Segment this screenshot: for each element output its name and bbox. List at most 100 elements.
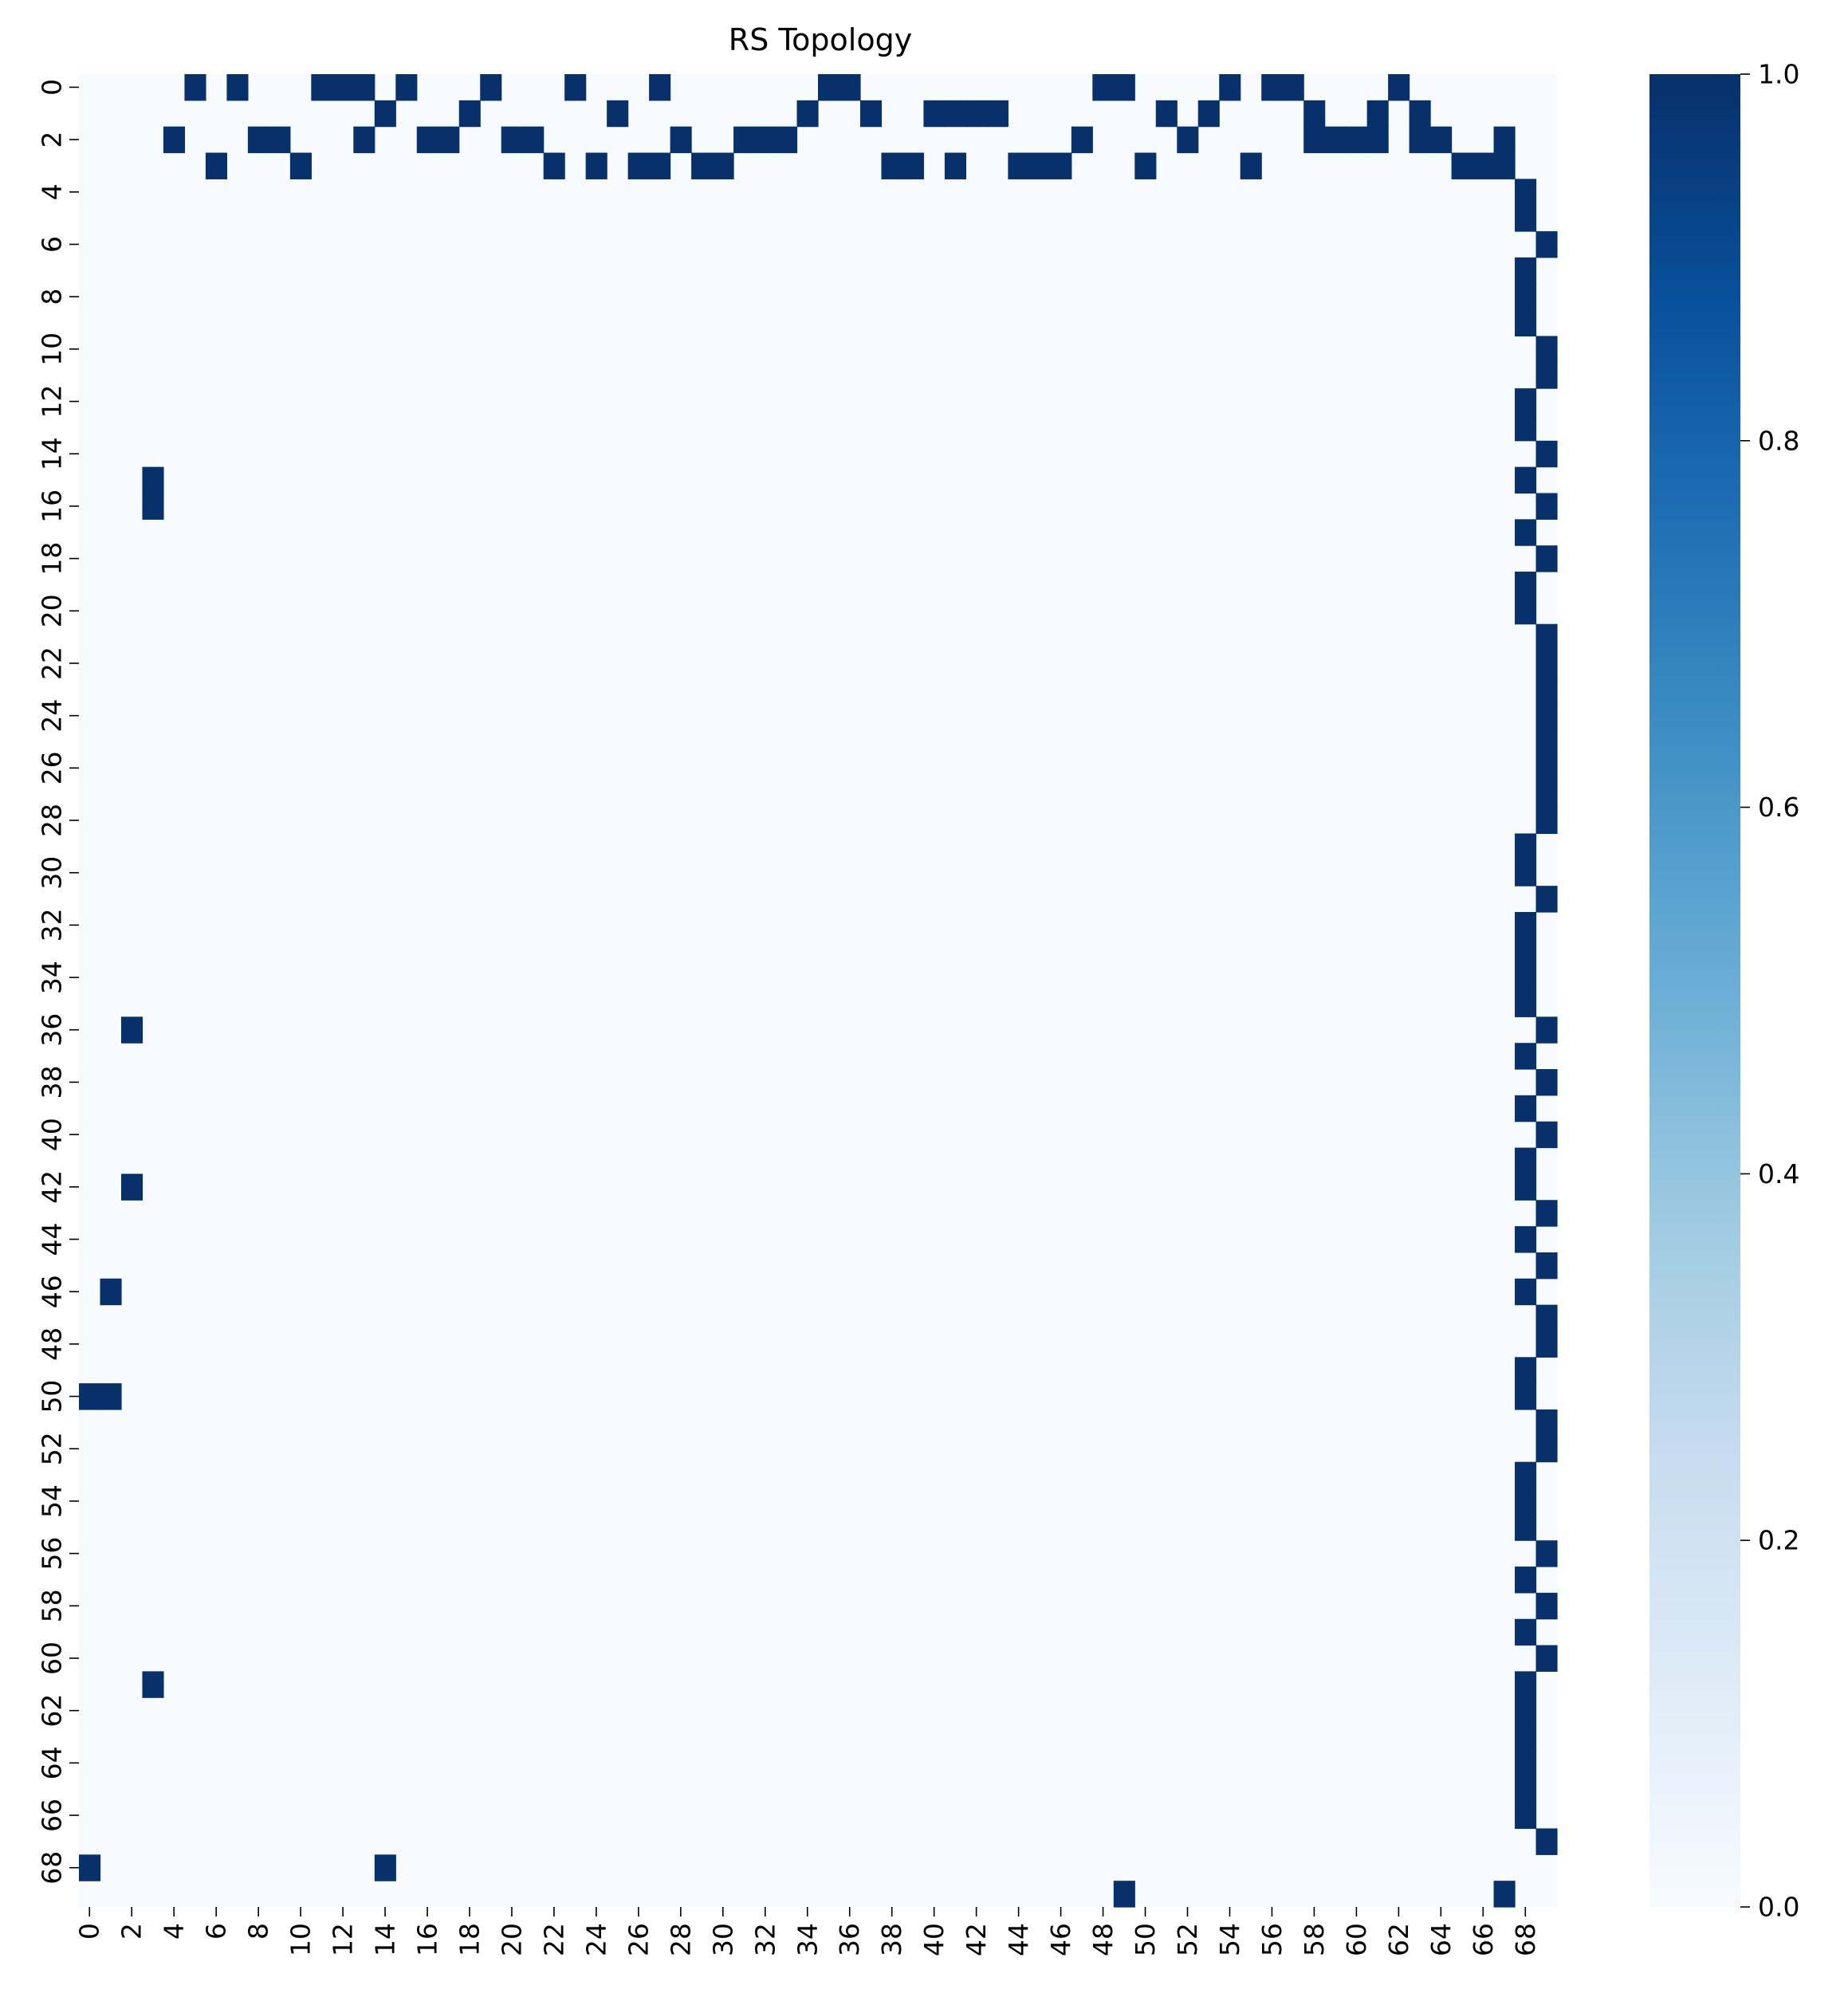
heatmap-cell-34-68 <box>1515 964 1537 992</box>
heatmap-cell-0-56 <box>1261 74 1284 101</box>
y-tick-label-62: 62 <box>37 1694 68 1728</box>
heatmap-cell-8-68 <box>1515 283 1537 311</box>
y-tick-label-34: 34 <box>37 961 68 994</box>
heatmap-cell-9-68 <box>1515 309 1537 337</box>
heatmap-cell-3-45 <box>1028 152 1051 179</box>
heatmap-cell-0-27 <box>649 74 671 101</box>
colorbar-tick-label-0.0: 0.0 <box>1758 1892 1799 1923</box>
heatmap-cell-16-3 <box>142 493 164 520</box>
x-tick-label-0: 0 <box>74 1923 105 1940</box>
heatmap-cell-3-6 <box>205 152 227 179</box>
x-tick-label-60: 60 <box>1341 1923 1372 1956</box>
y-tick-label-52: 52 <box>37 1432 68 1465</box>
heatmap-cell-0-36 <box>839 74 861 101</box>
heatmap-cell-16-69 <box>1535 493 1558 520</box>
x-tick-label-48: 48 <box>1087 1923 1119 1956</box>
heatmap-cell-0-54 <box>1219 74 1241 101</box>
heatmap-cell-64-68 <box>1515 1749 1537 1777</box>
y-tick-label-50: 50 <box>37 1380 68 1413</box>
heatmap-cell-35-68 <box>1515 990 1537 1017</box>
x-tick-label-64: 64 <box>1425 1923 1457 1956</box>
heatmap-cell-2-31 <box>733 126 756 154</box>
heatmap-cell-36-2 <box>120 1016 144 1044</box>
heatmap-cell-0-62 <box>1388 74 1410 101</box>
heatmap-cell-61-3 <box>142 1671 164 1698</box>
x-tick-label-2: 2 <box>116 1923 147 1940</box>
heatmap-cell-21-69 <box>1535 623 1558 651</box>
heatmap-cell-52-69 <box>1535 1435 1558 1463</box>
heatmap-cell-3-39 <box>902 152 925 179</box>
heatmap-cell-2-61 <box>1366 126 1389 154</box>
heatmap-cell-1-42 <box>965 100 988 128</box>
heatmap-cell-3-50 <box>1134 152 1157 179</box>
heatmap-cell-0-35 <box>818 74 840 101</box>
heatmap-cell-61-68 <box>1515 1671 1537 1698</box>
x-tick-label-18: 18 <box>454 1923 485 1956</box>
heatmap-cell-2-33 <box>776 126 798 154</box>
colorbar-tick-label-1.0: 1.0 <box>1758 59 1799 90</box>
x-tick-label-58: 58 <box>1299 1923 1330 1956</box>
x-tick-label-4: 4 <box>159 1923 190 1940</box>
heatmap-cell-63-68 <box>1515 1724 1537 1751</box>
heatmap-cell-67-69 <box>1535 1828 1558 1855</box>
heatmap-cell-0-7 <box>226 74 249 101</box>
heatmap-cell-42-68 <box>1515 1174 1537 1201</box>
x-tick-label-34: 34 <box>792 1923 823 1956</box>
heatmap-cell-69-67 <box>1493 1881 1516 1908</box>
heatmap-cell-11-69 <box>1535 362 1558 389</box>
chart-title: RS Topology <box>729 22 912 57</box>
heatmap-cell-19-68 <box>1515 572 1537 599</box>
heatmap-cell-2-13 <box>353 126 375 154</box>
y-axis: 0246810121416182022242628303234363840424… <box>37 79 79 1885</box>
heatmap-cell-27-69 <box>1535 780 1558 808</box>
x-tick-label-42: 42 <box>961 1923 992 1956</box>
x-tick-label-8: 8 <box>243 1923 274 1940</box>
heatmap-cell-60-69 <box>1535 1645 1558 1673</box>
heatmap-cell-13-68 <box>1515 414 1537 442</box>
heatmap-cell-1-40 <box>923 100 946 128</box>
heatmap-cell-3-65 <box>1451 152 1473 179</box>
y-tick-label-54: 54 <box>37 1484 68 1518</box>
heatmap-cell-1-37 <box>859 100 883 128</box>
x-tick-label-68: 68 <box>1510 1923 1541 1956</box>
heatmap-cell-1-58 <box>1303 100 1326 128</box>
x-tick-label-46: 46 <box>1045 1923 1076 1956</box>
heatmap-cell-10-69 <box>1535 336 1558 363</box>
heatmap-cell-33-68 <box>1515 938 1537 965</box>
heatmap-area <box>79 74 1558 1908</box>
heatmap-cell-4-68 <box>1515 179 1537 206</box>
heatmap-cell-5-68 <box>1515 205 1537 232</box>
heatmap-cell-66-68 <box>1515 1802 1537 1830</box>
colorbar-gradient <box>1649 74 1740 1907</box>
heatmap-cell-46-68 <box>1515 1278 1537 1306</box>
x-tick-label-36: 36 <box>834 1923 865 1956</box>
heatmap-cell-1-43 <box>986 100 1009 128</box>
y-tick-label-16: 16 <box>37 489 68 523</box>
heatmap-cell-24-69 <box>1535 702 1558 729</box>
y-tick-label-28: 28 <box>37 804 68 837</box>
heatmap-cell-0-23 <box>564 74 587 101</box>
y-tick-label-40: 40 <box>37 1118 68 1151</box>
heatmap-cell-6-69 <box>1535 231 1558 258</box>
heatmap-cell-45-69 <box>1535 1252 1558 1280</box>
y-tick-label-36: 36 <box>37 1013 68 1047</box>
heatmap-cell-0-49 <box>1113 74 1135 101</box>
y-tick-label-58: 58 <box>37 1589 68 1622</box>
heatmap-cell-68-0 <box>79 1854 101 1881</box>
y-tick-label-32: 32 <box>37 908 68 942</box>
heatmap-cell-2-59 <box>1324 126 1347 154</box>
x-tick-label-14: 14 <box>370 1923 401 1956</box>
y-tick-label-24: 24 <box>37 699 68 733</box>
heatmap-cell-3-27 <box>649 152 671 179</box>
heatmap-cell-2-8 <box>247 126 269 154</box>
y-tick-label-0: 0 <box>37 79 68 96</box>
heatmap-cell-25-69 <box>1535 729 1558 756</box>
heatmap-cell-31-69 <box>1535 886 1558 913</box>
x-tick-label-44: 44 <box>1003 1923 1034 1956</box>
y-tick-label-18: 18 <box>37 542 68 576</box>
heatmap-cell-2-9 <box>269 126 291 154</box>
heatmap-cell-2-16 <box>416 126 438 154</box>
heatmap-cell-50-68 <box>1515 1383 1537 1410</box>
colorbar-tick-label-0.4: 0.4 <box>1758 1158 1799 1189</box>
heatmap-cell-23-69 <box>1535 676 1558 703</box>
